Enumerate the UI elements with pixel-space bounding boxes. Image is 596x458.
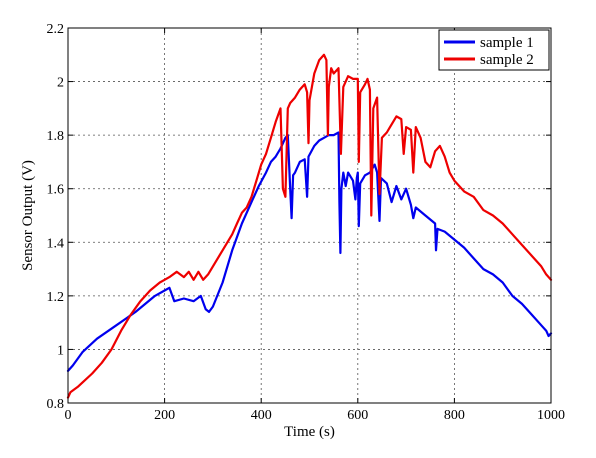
legend-label: sample 2 xyxy=(480,52,534,68)
legend-label: sample 1 xyxy=(480,35,534,51)
x-tick-label: 600 xyxy=(347,408,368,423)
y-tick-label: 1.4 xyxy=(47,236,65,251)
legend-box xyxy=(438,29,550,71)
y-tick-label: 1 xyxy=(57,343,64,358)
plot-frame xyxy=(67,27,552,404)
y-tick-label: 1.6 xyxy=(47,183,65,198)
y-tick-label: 2 xyxy=(57,76,64,91)
series-line-sample-2 xyxy=(66,53,553,399)
series-layer xyxy=(66,53,553,399)
y-tick-label: 2.2 xyxy=(47,22,65,37)
grid-layer xyxy=(68,28,551,403)
tick-layer: 0 200 400 600 800 1000 0.8 1 1.2 1.4 1.6 1.8 2 2.2 xyxy=(47,22,566,423)
x-tick-label: 1000 xyxy=(537,408,565,423)
y-tick-label: 1.2 xyxy=(47,290,65,305)
x-tick-label: 400 xyxy=(251,408,272,423)
y-tick-label: 0.8 xyxy=(47,397,65,412)
series-line-sample-1 xyxy=(66,131,553,372)
y-tick-label: 1.8 xyxy=(47,129,65,144)
x-axis-title: Time (s) xyxy=(284,424,335,440)
x-tick-label: 200 xyxy=(154,408,175,423)
y-axis-title: Sensor Output (V) xyxy=(20,160,36,271)
x-tick-label: 800 xyxy=(444,408,465,423)
x-tick-label: 0 xyxy=(65,408,72,423)
